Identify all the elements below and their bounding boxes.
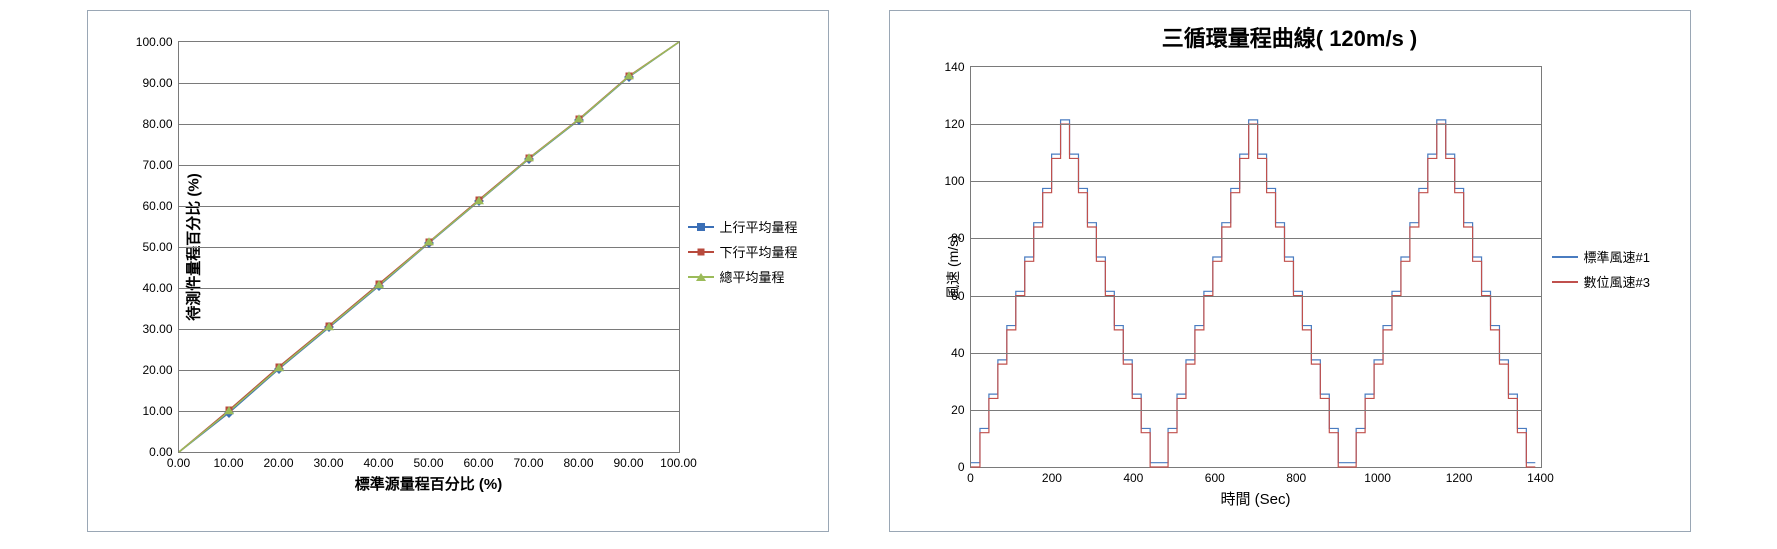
y-tick-label: 80 — [951, 231, 964, 245]
right-legend: 標準風速#1 數位風速#3 — [1552, 241, 1650, 297]
x-tick-label: 20.00 — [263, 456, 293, 470]
legend-swatch — [1552, 256, 1578, 258]
x-tick-label: 10.00 — [213, 456, 243, 470]
legend-item: 總平均量程 — [688, 267, 798, 286]
x-tick-label: 1000 — [1364, 471, 1391, 485]
legend-swatch — [688, 251, 714, 253]
y-tick-label: 100 — [944, 174, 964, 188]
y-tick-label: 0 — [958, 460, 965, 474]
y-tick-label: 40 — [951, 346, 964, 360]
y-tick-label: 20.00 — [142, 363, 172, 377]
x-tick-label: 80.00 — [563, 456, 593, 470]
data-marker — [324, 322, 334, 330]
data-marker — [224, 407, 234, 415]
y-tick-label: 100.00 — [136, 35, 173, 49]
y-tick-label: 10.00 — [142, 404, 172, 418]
data-marker — [624, 72, 634, 80]
right-chart-svg — [971, 67, 1541, 467]
series-line — [971, 120, 1535, 463]
y-tick-label: 30.00 — [142, 322, 172, 336]
right-chart-panel: 三循環量程曲線( 120m/s ) 時間 (Sec) 風速 (m/s) 0204… — [889, 10, 1691, 532]
x-tick-label: 70.00 — [513, 456, 543, 470]
x-tick-label: 0 — [967, 471, 974, 485]
data-marker — [474, 196, 484, 204]
x-tick-label: 1200 — [1446, 471, 1473, 485]
left-x-axis-title: 標準源量程百分比 (%) — [355, 473, 503, 494]
legend-item: 數位風速#3 — [1552, 272, 1650, 291]
x-tick-label: 60.00 — [463, 456, 493, 470]
left-plot-area: 標準源量程百分比 (%) 待測件量程百分比 (%) 0.0010.0020.00… — [178, 41, 680, 453]
y-tick-label: 70.00 — [142, 158, 172, 172]
y-tick-label: 40.00 — [142, 281, 172, 295]
y-tick-label: 140 — [944, 60, 964, 74]
y-tick-label: 90.00 — [142, 76, 172, 90]
x-tick-label: 0.00 — [167, 456, 190, 470]
x-tick-label: 200 — [1042, 471, 1062, 485]
left-chart-panel: 標準源量程百分比 (%) 待測件量程百分比 (%) 0.0010.0020.00… — [87, 10, 829, 532]
data-marker — [424, 238, 434, 246]
legend-item: 上行平均量程 — [688, 217, 798, 236]
right-plot-area: 時間 (Sec) 風速 (m/s) 0204060801001201400200… — [970, 66, 1542, 468]
y-tick-label: 80.00 — [142, 117, 172, 131]
x-tick-label: 100.00 — [660, 456, 697, 470]
x-tick-label: 600 — [1205, 471, 1225, 485]
legend-label: 數位風速#3 — [1584, 272, 1650, 291]
data-marker — [524, 154, 534, 162]
x-tick-label: 1400 — [1527, 471, 1554, 485]
legend-swatch — [688, 276, 714, 278]
data-marker — [574, 115, 584, 123]
x-tick-label: 800 — [1286, 471, 1306, 485]
right-chart-title: 三循環量程曲線( 120m/s ) — [890, 21, 1690, 53]
legend-item: 標準風速#1 — [1552, 247, 1650, 266]
legend-item: 下行平均量程 — [688, 242, 798, 261]
x-tick-label: 40.00 — [363, 456, 393, 470]
legend-label: 下行平均量程 — [720, 242, 798, 261]
x-tick-label: 400 — [1123, 471, 1143, 485]
data-marker — [274, 363, 284, 371]
y-tick-label: 120 — [944, 117, 964, 131]
y-tick-label: 50.00 — [142, 240, 172, 254]
left-legend: 上行平均量程下行平均量程總平均量程 — [688, 211, 798, 292]
x-tick-label: 30.00 — [313, 456, 343, 470]
y-tick-label: 60 — [951, 289, 964, 303]
x-tick-label: 50.00 — [413, 456, 443, 470]
x-tick-label: 90.00 — [613, 456, 643, 470]
legend-swatch — [1552, 281, 1578, 283]
legend-label: 標準風速#1 — [1584, 247, 1650, 266]
data-marker — [374, 280, 384, 288]
legend-label: 上行平均量程 — [720, 217, 798, 236]
right-x-axis-title: 時間 (Sec) — [1220, 488, 1290, 509]
legend-label: 總平均量程 — [720, 267, 785, 286]
y-tick-label: 20 — [951, 403, 964, 417]
legend-swatch — [688, 226, 714, 228]
y-tick-label: 60.00 — [142, 199, 172, 213]
